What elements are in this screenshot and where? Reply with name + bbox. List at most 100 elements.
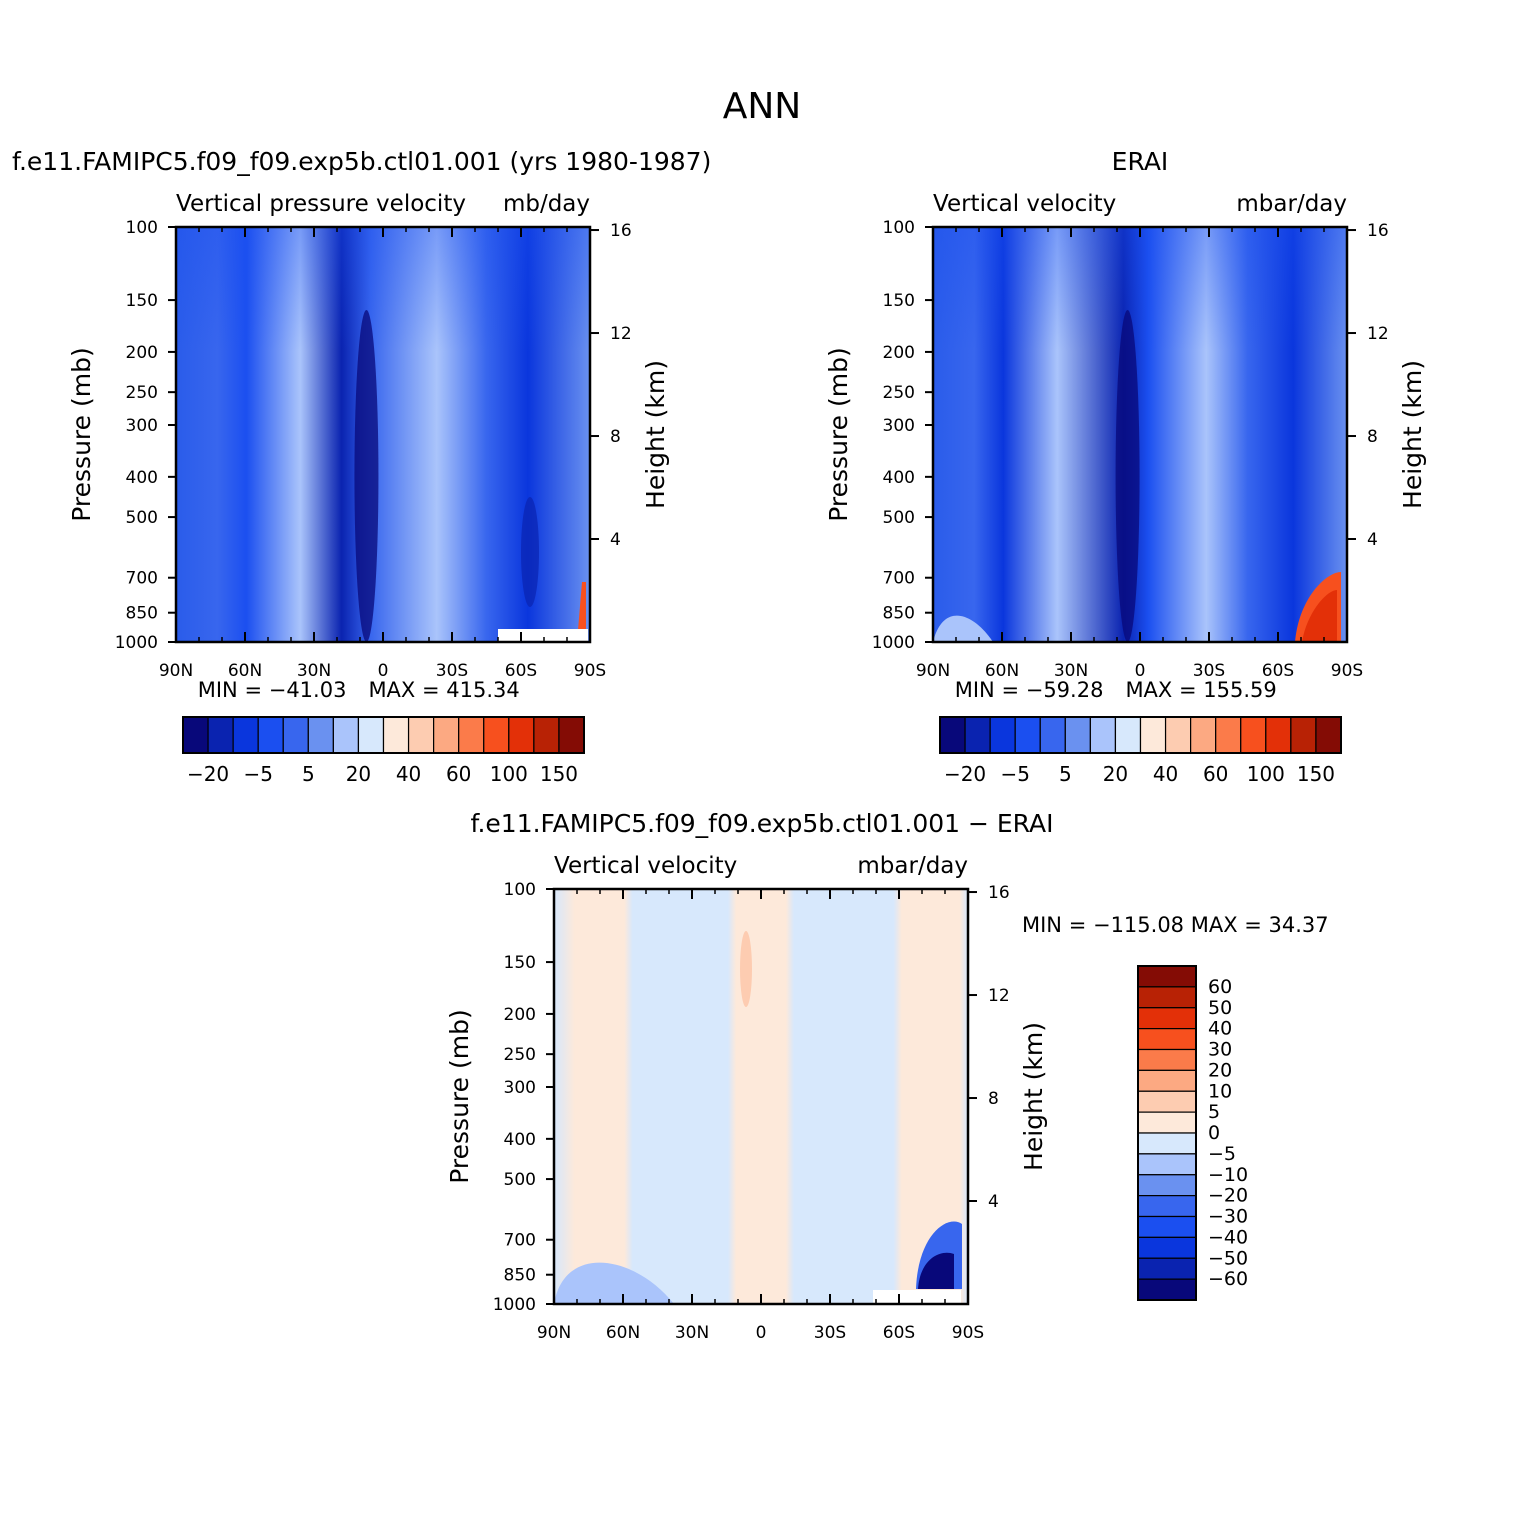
diff-xtick-label: 30S xyxy=(814,1323,846,1343)
model-colorbar-frame xyxy=(182,716,585,754)
diff-colorbar-label: −30 xyxy=(1208,1206,1248,1228)
model-colorbar-box xyxy=(282,716,309,754)
obs-max-label: MAX = 155.59 xyxy=(1125,678,1276,702)
obs-ytick-label: 400 xyxy=(883,468,915,488)
model-colorbar-label: 100 xyxy=(490,762,528,786)
model-y2tick-label: 4 xyxy=(610,530,621,550)
obs-colorbar-box xyxy=(1190,716,1217,754)
diff-ytick-label: 250 xyxy=(504,1045,536,1065)
obs-y2tick-label: 16 xyxy=(1367,221,1389,241)
model-ytick-label: 200 xyxy=(126,343,158,363)
model-colorbar-box xyxy=(458,716,485,754)
model-southern-dark-patch xyxy=(521,497,539,607)
obs-colorbar-box xyxy=(939,716,966,754)
model-y2tick-label: 16 xyxy=(610,221,632,241)
obs-colorbar-box xyxy=(1240,716,1267,754)
model-xtick-label: 90S xyxy=(574,661,606,681)
model-colorbar-box xyxy=(232,716,259,754)
model-colorbar-box xyxy=(307,716,334,754)
model-colorbar-box xyxy=(558,716,585,754)
diff-colorbar-box xyxy=(1137,1048,1197,1071)
obs-colorbar-box xyxy=(1290,716,1317,754)
model-colorbar-label: 40 xyxy=(396,762,421,786)
model-colorbar-label: 60 xyxy=(446,762,471,786)
obs-ytick-label: 850 xyxy=(883,604,915,624)
diff-ytick-label: 1000 xyxy=(493,1295,536,1315)
model-xtick-label: 90N xyxy=(159,661,193,681)
obs-colorbar-box xyxy=(1064,716,1091,754)
diff-colorbar-box xyxy=(1137,1153,1197,1176)
obs-ylabel: Pressure (mb) xyxy=(824,347,853,521)
obs-arctic-light-patch xyxy=(933,615,993,642)
model-variable-label: Vertical pressure velocity xyxy=(176,191,466,217)
model-y2label: Height (km) xyxy=(641,360,670,509)
obs-colorbar-box xyxy=(964,716,991,754)
model-field-upper-shade xyxy=(176,227,590,642)
diff-colorbar-label: 0 xyxy=(1208,1122,1220,1144)
panel-obs: ERAI Vertical velocity mbar/day 90N 60N 30N 0 3… xyxy=(824,147,1427,786)
obs-ytick-label: 250 xyxy=(883,383,915,403)
obs-colorbar-label: 5 xyxy=(1059,762,1072,786)
diff-ytick-label: 300 xyxy=(504,1078,536,1098)
diff-panel-title: f.e11.FAMIPC5.f09_f09.exp5b.ctl01.001 − … xyxy=(470,809,1053,838)
obs-xtick-label: 30N xyxy=(1054,661,1088,681)
diff-tropical-orange-patch xyxy=(740,931,752,1007)
diff-xtick-label: 60N xyxy=(606,1323,640,1343)
model-colorbar-box xyxy=(433,716,460,754)
obs-colorbar-box xyxy=(1215,716,1242,754)
diff-xtick-label: 60S xyxy=(883,1323,915,1343)
obs-surface-darkred-patch xyxy=(1302,590,1337,642)
diff-ytick-label: 400 xyxy=(504,1130,536,1150)
model-itcz-core xyxy=(354,310,379,642)
obs-colorbar-box xyxy=(1014,716,1041,754)
obs-xtick-label: 30S xyxy=(1193,661,1225,681)
diff-colorbar-box xyxy=(1137,965,1197,988)
diff-colorbar-label: 5 xyxy=(1208,1101,1220,1123)
diff-colorbar-box xyxy=(1137,1069,1197,1092)
diff-xtick-label: 0 xyxy=(756,1323,767,1343)
obs-xtick-label: 60N xyxy=(985,661,1019,681)
obs-colorbar-box xyxy=(1039,716,1066,754)
model-panel-title: f.e11.FAMIPC5.f09_f09.exp5b.ctl01.001 (y… xyxy=(12,147,711,176)
diff-colorbar-frame xyxy=(1137,965,1197,1301)
diff-colorbar-box xyxy=(1137,1007,1197,1030)
diff-ytick-label: 500 xyxy=(504,1170,536,1190)
obs-xtick-label: 0 xyxy=(1135,661,1146,681)
model-colorbar-label: 150 xyxy=(540,762,578,786)
obs-ytick-label: 100 xyxy=(883,218,915,238)
model-missing-data xyxy=(498,629,588,642)
diff-colorbar-box xyxy=(1137,1028,1197,1051)
diff-colorbar-label: −20 xyxy=(1208,1185,1248,1207)
model-ylabel: Pressure (mb) xyxy=(67,347,96,521)
model-xtick-label: 30S xyxy=(436,661,468,681)
obs-colorbar-box xyxy=(1164,716,1192,754)
obs-colorbar-label: 60 xyxy=(1203,762,1228,786)
obs-colorbar-label: 150 xyxy=(1297,762,1335,786)
panel-model: f.e11.FAMIPC5.f09_f09.exp5b.ctl01.001 (y… xyxy=(12,147,711,786)
model-colorbar-box xyxy=(407,716,435,754)
obs-y2tick-label: 12 xyxy=(1367,324,1389,344)
diff-colorbar-box xyxy=(1137,1132,1197,1155)
diff-field xyxy=(554,889,968,1304)
diff-colorbar-box xyxy=(1137,1195,1197,1218)
obs-ytick-label: 1000 xyxy=(872,633,915,653)
model-ytick-label: 500 xyxy=(126,508,158,528)
model-min-label: MIN = −41.03 xyxy=(198,678,347,702)
model-colorbar-label: 5 xyxy=(302,762,315,786)
model-y2tick-label: 12 xyxy=(610,324,632,344)
diff-ytick-label: 850 xyxy=(504,1266,536,1286)
obs-xtick-label: 60S xyxy=(1262,661,1294,681)
diff-antarctic-dark xyxy=(918,1252,954,1289)
obs-colorbar-box xyxy=(1089,716,1117,754)
diff-colorbar-label: −40 xyxy=(1208,1226,1248,1248)
diff-ytick-label: 150 xyxy=(504,953,536,973)
obs-colorbar-box xyxy=(1265,716,1292,754)
obs-ytick-label: 700 xyxy=(883,569,915,589)
model-colorbar-box xyxy=(508,716,535,754)
diff-xtick-label: 90N xyxy=(537,1323,571,1343)
obs-itcz-core xyxy=(1115,310,1140,642)
diff-colorbar-box xyxy=(1137,1236,1197,1259)
diff-y2tick-label: 8 xyxy=(988,1089,999,1109)
model-ytick-label: 100 xyxy=(126,218,158,238)
model-colorbar-box xyxy=(483,716,510,754)
